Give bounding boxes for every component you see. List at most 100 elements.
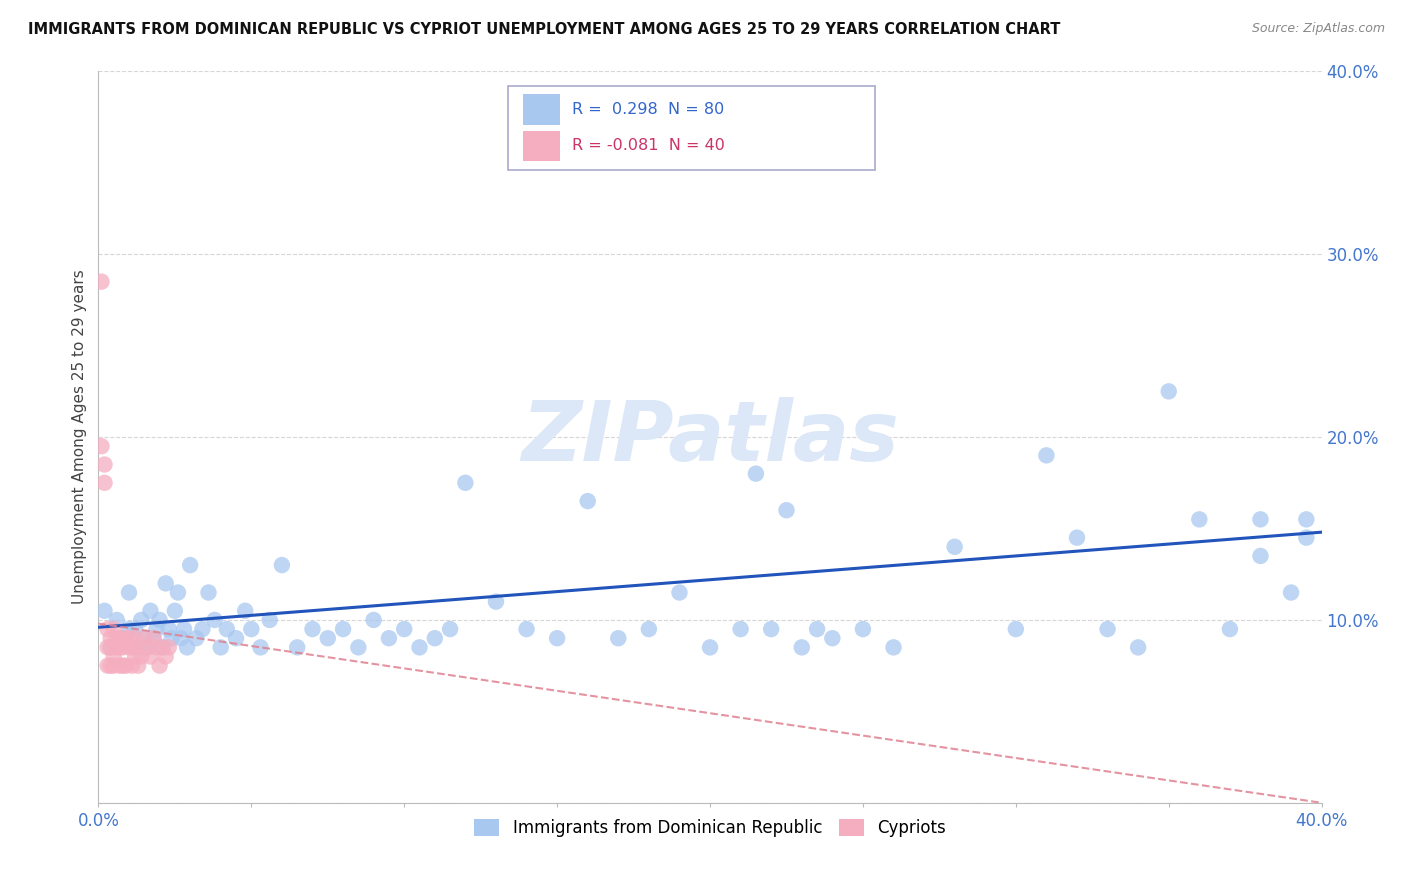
Point [1035,448,1057,462]
Point [115,658,138,673]
Point [105,613,128,627]
Point [100,640,122,655]
Point [127,640,149,655]
Point [152,640,174,655]
Point [1249,549,1271,563]
Legend: Immigrants from Dominican Republic, Cypriots: Immigrants from Dominican Republic, Cypr… [465,811,955,846]
Point [637,622,661,636]
Point [423,632,446,646]
Point [160,632,183,646]
Point [576,494,599,508]
Point [249,640,271,655]
Point [155,649,177,664]
Point [139,604,162,618]
Point [93,458,115,472]
Point [97,640,120,655]
Point [179,558,201,573]
Point [392,622,416,636]
Point [118,632,141,646]
Point [118,640,141,655]
Point [1188,512,1211,526]
Text: R =  0.298  N = 80: R = 0.298 N = 80 [572,102,724,117]
Point [90,439,112,453]
Point [1066,531,1088,545]
Text: ZIPatlas: ZIPatlas [522,397,898,477]
Point [90,275,112,289]
Point [1097,622,1119,636]
Point [1295,531,1317,545]
Point [607,632,630,646]
Point [347,640,370,655]
Point [1004,622,1026,636]
Point [108,658,131,673]
Point [759,622,782,636]
Point [124,632,146,646]
Point [124,649,146,664]
Point [225,632,247,646]
Point [191,622,214,636]
Point [134,632,156,646]
Point [790,640,813,655]
Point [176,640,198,655]
Point [852,622,875,636]
Point [233,604,256,618]
Point [145,622,167,636]
Text: Source: ZipAtlas.com: Source: ZipAtlas.com [1251,22,1385,36]
Point [121,658,143,673]
Point [485,594,508,608]
Point [157,640,180,655]
FancyBboxPatch shape [508,86,875,170]
Point [439,622,461,636]
Point [363,613,385,627]
Point [134,632,156,646]
Point [1295,512,1317,526]
Point [129,613,152,627]
Point [215,622,238,636]
Point [149,613,172,627]
Point [100,632,122,646]
Point [108,632,131,646]
Point [883,640,905,655]
Point [103,658,125,673]
Point [118,585,141,599]
Point [745,467,768,481]
Text: R = -0.081  N = 40: R = -0.081 N = 40 [572,138,724,153]
Point [115,632,138,646]
Point [516,622,538,636]
Point [108,640,131,655]
Point [270,558,292,573]
Point [152,640,174,655]
Point [139,649,162,664]
Point [129,649,152,664]
Point [204,613,226,627]
FancyBboxPatch shape [523,130,560,161]
Point [730,622,752,636]
Point [145,640,167,655]
Point [142,632,165,646]
Point [186,632,208,646]
Point [668,585,690,599]
Point [1157,384,1180,399]
Point [111,658,134,673]
Point [1279,585,1302,599]
Point [97,658,120,673]
Point [100,658,122,673]
Point [155,576,177,591]
Point [173,622,195,636]
Y-axis label: Unemployment Among Ages 25 to 29 years: Unemployment Among Ages 25 to 29 years [72,269,87,605]
Point [127,640,149,655]
Point [167,585,190,599]
Point [105,640,128,655]
Point [97,622,120,636]
Point [1128,640,1150,655]
Point [316,632,339,646]
Point [806,622,828,636]
Point [943,540,966,554]
Point [127,658,149,673]
Point [93,604,115,618]
Text: IMMIGRANTS FROM DOMINICAN REPUBLIC VS CYPRIOT UNEMPLOYMENT AMONG AGES 25 TO 29 Y: IMMIGRANTS FROM DOMINICAN REPUBLIC VS CY… [28,22,1060,37]
Point [149,658,172,673]
Point [170,632,193,646]
Point [124,622,146,636]
Point [699,640,721,655]
